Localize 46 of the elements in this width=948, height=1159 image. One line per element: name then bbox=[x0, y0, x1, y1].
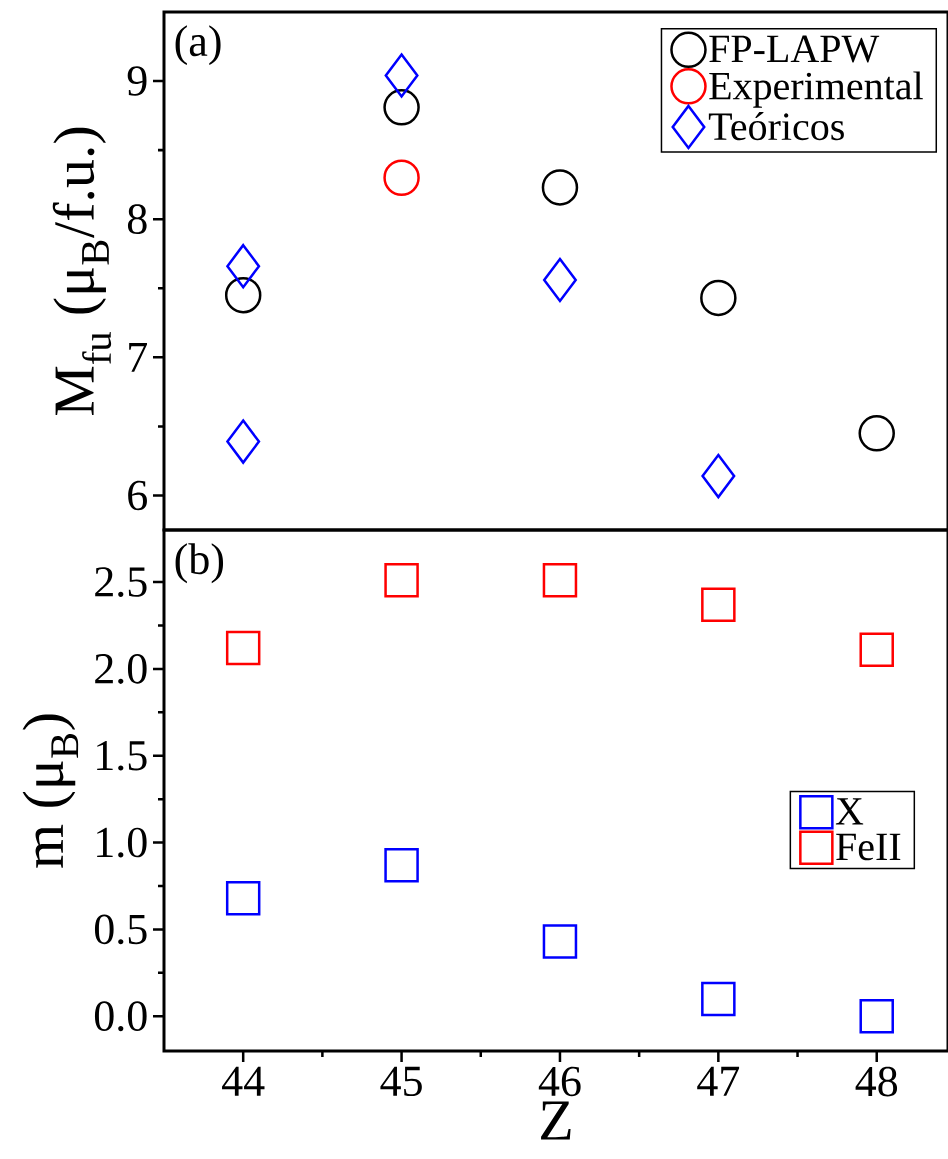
annotation: (b) bbox=[175, 543, 224, 584]
x-tick-label: 48 bbox=[855, 1066, 898, 1097]
legend-label: Teóricos bbox=[708, 111, 844, 141]
y-tick-label: 9 bbox=[127, 66, 147, 96]
y-tick-label: 1.0 bbox=[97, 827, 147, 858]
x-tick-label: 44 bbox=[222, 1066, 265, 1096]
x-tick-label: 46 bbox=[538, 1066, 581, 1097]
point bbox=[383, 89, 420, 126]
legend-label: X bbox=[835, 798, 864, 825]
y-tick-label: 2.0 bbox=[95, 653, 147, 684]
point bbox=[384, 847, 419, 883]
point bbox=[541, 169, 579, 206]
point bbox=[226, 419, 261, 464]
point bbox=[224, 276, 262, 314]
point bbox=[700, 279, 737, 317]
y-tick-label: 0.0 bbox=[94, 1001, 147, 1032]
y-axis-title: M$_{fu}$ (μ$_{B}$/f.u.) bbox=[52, 127, 112, 416]
x-tick-label: 45 bbox=[380, 1066, 422, 1097]
y-tick-label: 7 bbox=[129, 342, 148, 372]
legend-label: FeII bbox=[836, 833, 901, 861]
point bbox=[859, 999, 894, 1034]
point bbox=[383, 159, 420, 197]
point bbox=[225, 630, 261, 666]
point bbox=[225, 880, 261, 916]
annotation: (a) bbox=[175, 25, 221, 66]
y-tick-label: 1.5 bbox=[97, 740, 147, 771]
point bbox=[542, 563, 578, 598]
point bbox=[384, 53, 419, 98]
point bbox=[542, 257, 577, 303]
point bbox=[384, 563, 419, 598]
point bbox=[701, 981, 736, 1017]
y-tick-label: 2.5 bbox=[95, 567, 147, 597]
point bbox=[226, 243, 261, 289]
y-axis-title: m (μ$_{B}$) bbox=[22, 714, 79, 868]
point bbox=[542, 924, 578, 959]
x-axis-title: Z bbox=[541, 1101, 571, 1140]
y-tick-label: 8 bbox=[127, 204, 147, 235]
legend-label: Experimental bbox=[709, 71, 923, 108]
point bbox=[701, 587, 736, 622]
point bbox=[859, 632, 894, 668]
y-tick-label: 6 bbox=[128, 480, 147, 511]
x-tick-label: 47 bbox=[697, 1066, 740, 1096]
point bbox=[701, 453, 736, 499]
legend-label: FP-LAPW bbox=[709, 35, 880, 63]
y-tick-label: 0.5 bbox=[94, 914, 147, 945]
point bbox=[858, 415, 895, 452]
